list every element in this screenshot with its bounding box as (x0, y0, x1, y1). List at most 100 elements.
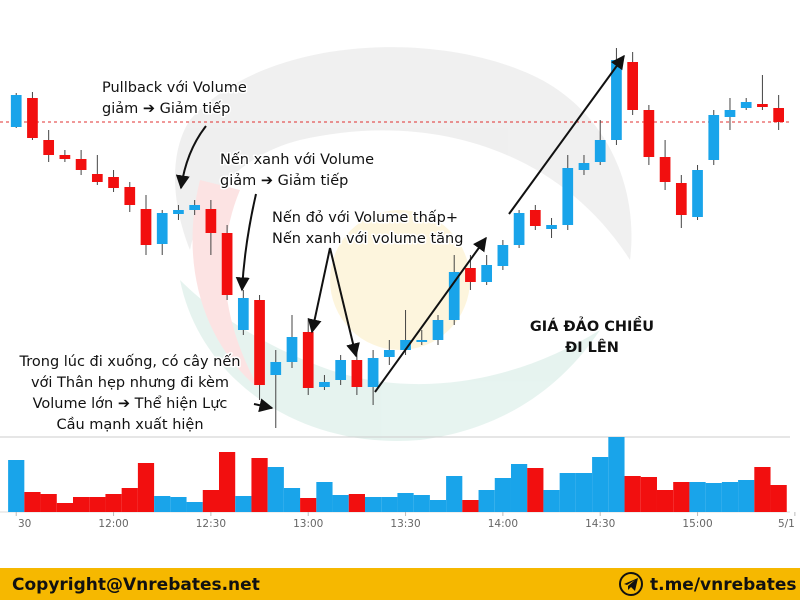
footer-contact: t.me/vnrebates (650, 575, 797, 595)
candle-body (529, 210, 541, 226)
x-tick-label: 13:30 (390, 518, 420, 530)
candle-body (27, 98, 38, 138)
volume-bar (754, 467, 771, 512)
background (0, 0, 800, 568)
candle-body (578, 163, 590, 170)
footer-copyright: Copyright@Vnrebates.net (12, 575, 260, 595)
volume-bar (283, 488, 301, 512)
candle-body (481, 265, 493, 282)
volume-bar (624, 476, 641, 512)
candle-body (432, 320, 444, 340)
candle-body (465, 268, 476, 282)
candle-body (124, 187, 136, 205)
volume-bar (40, 494, 57, 512)
volume-bar (8, 460, 25, 512)
volume-bar (137, 463, 155, 512)
annotation-text: Nến xanh với volume tăng (272, 230, 463, 247)
volume-bar (381, 497, 398, 512)
volume-bar (218, 452, 236, 512)
candle-body (757, 104, 768, 107)
volume-bar (592, 457, 609, 512)
volume-bar (559, 473, 576, 512)
annotation-text: ĐI LÊN (565, 339, 619, 356)
volume-bar (429, 500, 447, 512)
candle-body (91, 174, 103, 182)
annotation-text: Cầu mạnh xuất hiện (56, 417, 203, 433)
annotation-text: Pullback với Volume (102, 80, 247, 96)
candle-body (513, 213, 525, 245)
annotations: Pullback với Volume giảm ➔ Giảm tiếp Nến x… (17, 79, 654, 435)
volume-bar (348, 494, 365, 512)
candle-body (108, 177, 119, 188)
candle-body (286, 337, 298, 362)
arrow (307, 247, 331, 334)
x-tick-label: 12:00 (98, 518, 128, 530)
volume-bar (478, 490, 495, 512)
annotation-text: với Thân hẹp nhưng đi kèm (31, 375, 229, 391)
candle-body (189, 205, 201, 210)
volume-bar (121, 488, 138, 512)
candle-body (351, 360, 363, 387)
arrow (329, 247, 360, 358)
volume-bar (721, 482, 739, 512)
x-tick-label: 15:00 (682, 518, 712, 530)
volume-bar (413, 495, 430, 512)
candle-body (692, 170, 703, 217)
annotation-text: Trong lúc đi xuống, có cây nến (19, 353, 241, 370)
candle-body (643, 110, 655, 157)
volume-bar (89, 497, 106, 512)
candle-body (270, 362, 282, 375)
annotation-text: Nến đỏ với Volume thấp+ (272, 209, 458, 226)
candle-body (740, 102, 752, 108)
candle-body (75, 159, 87, 170)
annotation-text: giảm ➔ Giảm tiếp (102, 100, 230, 117)
annotation-text: GIÁ ĐẢO CHIỀU (530, 316, 654, 335)
candle-body (594, 140, 606, 162)
volume-bar (364, 497, 382, 512)
volume-bar (462, 500, 479, 512)
volume-bar (397, 493, 414, 512)
volume-bar (105, 494, 122, 512)
volume-bar (235, 496, 252, 512)
volume-bar (510, 464, 528, 512)
candle-body (205, 209, 217, 233)
volume-bar (332, 495, 349, 512)
volume-bar (446, 476, 463, 512)
candle-body (383, 350, 395, 357)
candle-body (627, 62, 639, 110)
x-tick-label: 5/1 (778, 518, 795, 530)
candle-body (773, 108, 784, 122)
volume-bar (494, 478, 511, 512)
candle-body (173, 210, 184, 214)
arrow (253, 398, 274, 413)
candle-body (659, 157, 671, 182)
annotation-text: Volume lớn ➔ Thể hiện Lực (33, 395, 228, 412)
volume-bar (170, 497, 187, 512)
volume-bar (202, 490, 219, 512)
x-tick-label: 12:30 (196, 518, 226, 530)
volume-bar (689, 482, 706, 512)
x-tick-label: 13:00 (293, 518, 323, 530)
candle-body (237, 298, 249, 330)
volume-bar (770, 485, 787, 512)
volume-bar (673, 482, 690, 512)
volume-bar (527, 468, 544, 512)
candle-body (497, 245, 509, 266)
volume-bar (267, 467, 284, 512)
candle-body (448, 272, 460, 320)
arrow (235, 193, 257, 292)
volume-bar (186, 502, 203, 512)
candle-body (302, 332, 314, 388)
candle-body (335, 360, 347, 380)
annotation-text: giảm ➔ Giảm tiếp (220, 172, 348, 189)
candle-body (546, 225, 557, 229)
x-tick-label: 14:30 (585, 518, 615, 530)
candle-body (43, 140, 55, 155)
volume-bar (656, 490, 674, 512)
candle-body (10, 95, 22, 127)
volume-bar (154, 496, 171, 512)
candle-body (254, 300, 265, 385)
volume-bar (640, 477, 657, 512)
volume-bar (56, 503, 73, 512)
